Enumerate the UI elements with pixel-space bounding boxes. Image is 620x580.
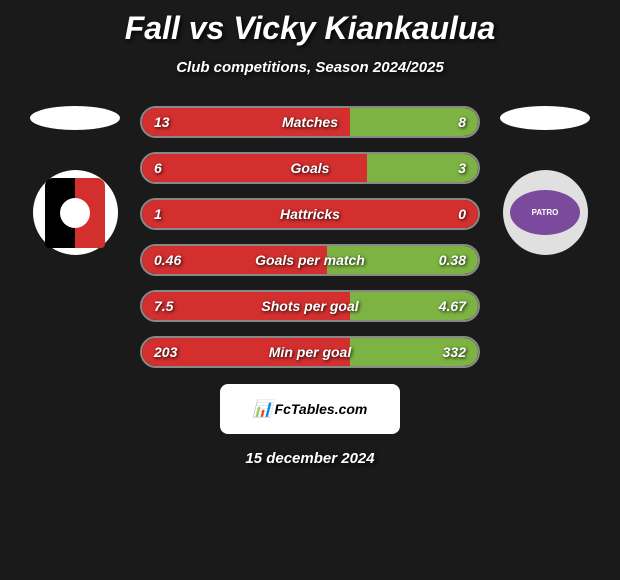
stat-label: Goals per match (255, 252, 365, 268)
footer-brand-text: FcTables.com (275, 401, 368, 417)
right-team-badge: PATRO (503, 170, 588, 255)
stat-value-left: 203 (154, 344, 177, 360)
stats-column: 13 8 Matches 6 3 Goals 1 0 Hattricks 0.46 0.38 Goal… (140, 106, 480, 368)
title: Fall vs Vicky Kiankaulua (125, 10, 496, 47)
comparison-container: Fall vs Vicky Kiankaulua Club competitio… (0, 0, 620, 580)
shield-icon (45, 178, 105, 248)
date: 15 december 2024 (245, 450, 374, 467)
shield-circle-icon (60, 198, 90, 228)
right-badge-column: PATRO (495, 106, 595, 255)
right-ellipse-placeholder (500, 106, 590, 130)
subtitle: Club competitions, Season 2024/2025 (176, 59, 444, 76)
oval-badge-icon: PATRO (510, 190, 580, 235)
stat-value-right: 8 (458, 114, 466, 130)
stat-row: 13 8 Matches (140, 106, 480, 138)
stat-row: 1 0 Hattricks (140, 198, 480, 230)
footer-brand: 📊 FcTables.com (253, 399, 368, 419)
stat-row: 0.46 0.38 Goals per match (140, 244, 480, 276)
stat-label: Goals (291, 160, 330, 176)
stat-label: Matches (282, 114, 338, 130)
main-content: 13 8 Matches 6 3 Goals 1 0 Hattricks 0.46 0.38 Goal… (0, 106, 620, 368)
stat-value-right: 0 (458, 206, 466, 222)
stat-row: 7.5 4.67 Shots per goal (140, 290, 480, 322)
stat-fill-left (142, 154, 367, 182)
stat-row: 6 3 Goals (140, 152, 480, 184)
chart-icon: 📊 (253, 399, 273, 419)
left-badge-column (25, 106, 125, 255)
stat-value-right: 0.38 (439, 252, 466, 268)
stat-value-left: 6 (154, 160, 162, 176)
stat-row: 203 332 Min per goal (140, 336, 480, 368)
footer-brand-box: 📊 FcTables.com (220, 384, 400, 434)
stat-value-left: 13 (154, 114, 170, 130)
stat-value-left: 1 (154, 206, 162, 222)
left-ellipse-placeholder (30, 106, 120, 130)
stat-value-right: 332 (443, 344, 466, 360)
left-team-badge (33, 170, 118, 255)
stat-value-right: 4.67 (439, 298, 466, 314)
stat-value-right: 3 (458, 160, 466, 176)
stat-label: Min per goal (269, 344, 351, 360)
stat-label: Hattricks (280, 206, 340, 222)
stat-value-left: 0.46 (154, 252, 181, 268)
stat-value-left: 7.5 (154, 298, 173, 314)
stat-label: Shots per goal (261, 298, 358, 314)
